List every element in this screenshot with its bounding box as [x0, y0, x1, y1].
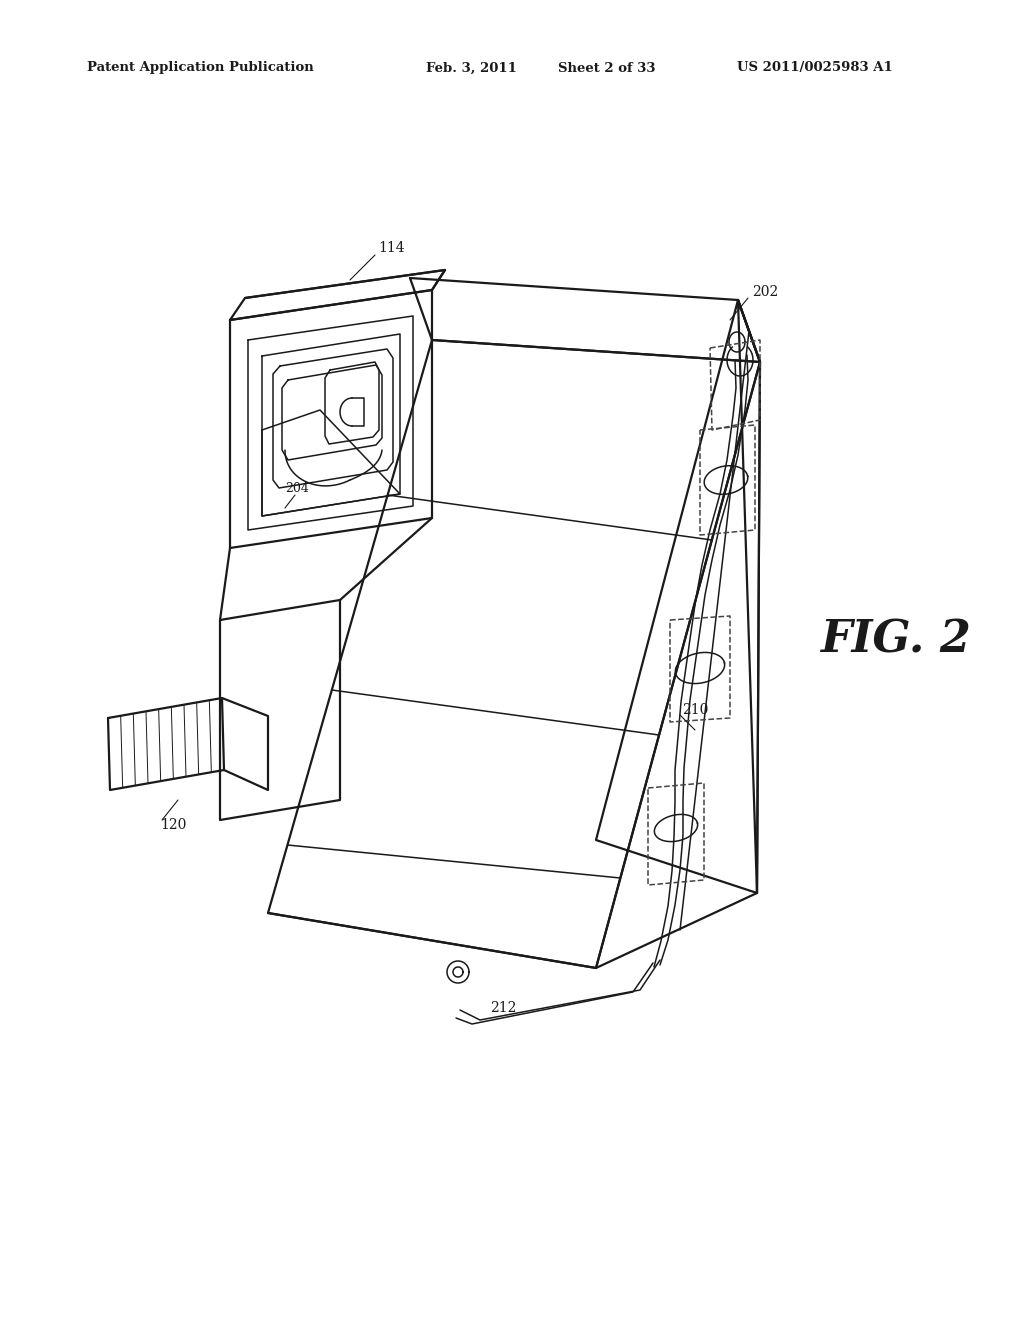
Text: FIG. 2: FIG. 2 [820, 619, 971, 661]
Text: Patent Application Publication: Patent Application Publication [87, 62, 313, 74]
Text: 212: 212 [490, 1001, 516, 1015]
Text: 204: 204 [285, 482, 309, 495]
Text: 120: 120 [160, 818, 186, 832]
Text: 114: 114 [378, 242, 404, 255]
Text: 202: 202 [752, 285, 778, 300]
Text: Feb. 3, 2011: Feb. 3, 2011 [426, 62, 517, 74]
Text: US 2011/0025983 A1: US 2011/0025983 A1 [737, 62, 893, 74]
Text: 210: 210 [682, 704, 709, 717]
Text: Sheet 2 of 33: Sheet 2 of 33 [558, 62, 655, 74]
